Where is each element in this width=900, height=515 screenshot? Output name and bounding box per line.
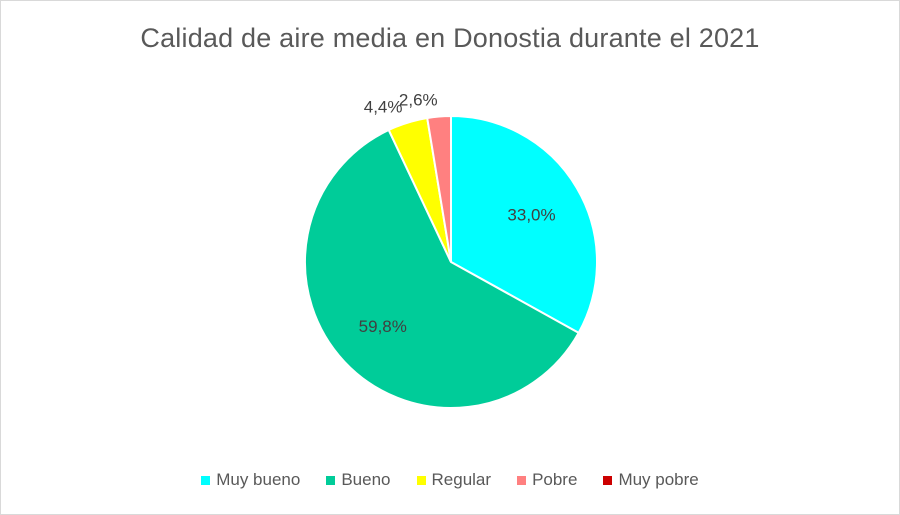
legend-label-bueno: Bueno (341, 470, 391, 489)
pie-slice-pobre (426, 114, 452, 263)
legend-item-pobre: Pobre (517, 470, 577, 490)
data-label-regular: 4,4% (364, 97, 403, 116)
legend-swatch-muy-pobre (603, 475, 613, 485)
data-label-pobre: 2,6% (399, 91, 438, 110)
legend-swatch-pobre (517, 475, 527, 485)
legend-swatch-regular (416, 475, 426, 485)
legend: Muy bueno Bueno Regular Pobre Muy pobre (1, 470, 899, 490)
legend-label-muy-pobre: Muy pobre (618, 470, 699, 489)
legend-item-bueno: Bueno (326, 470, 391, 490)
legend-item-regular: Regular (416, 470, 492, 490)
legend-swatch-bueno (326, 475, 336, 485)
legend-label-muy-bueno: Muy bueno (216, 470, 301, 489)
data-label-bueno: 59,8% (359, 317, 407, 336)
legend-item-muy-bueno: Muy bueno (201, 470, 300, 490)
legend-label-regular: Regular (431, 470, 492, 489)
legend-label-pobre: Pobre (532, 470, 578, 489)
pie-slice-bueno (304, 128, 581, 409)
legend-swatch-muy-bueno (201, 475, 211, 485)
pie-slice-muy-bueno (450, 114, 598, 335)
legend-item-muy-pobre: Muy pobre (603, 470, 699, 490)
data-label-muy-bueno: 33,0% (507, 206, 555, 225)
chart-title: Calidad de aire media en Donostia durant… (140, 23, 760, 53)
